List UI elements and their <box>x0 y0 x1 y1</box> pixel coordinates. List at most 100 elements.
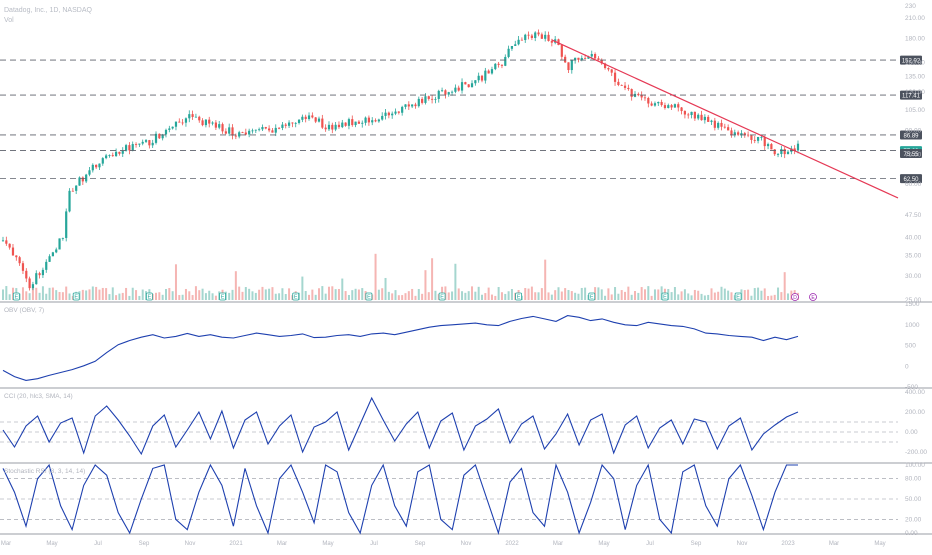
volume-bar <box>384 277 387 300</box>
volume-bar <box>577 293 580 300</box>
candle-body <box>796 143 800 151</box>
volume-bar <box>141 289 144 300</box>
earnings-marker-label: E <box>221 295 225 301</box>
candle-body <box>321 118 324 128</box>
candle-body <box>274 127 277 133</box>
volume-bar <box>614 287 617 300</box>
candle-body <box>750 135 753 140</box>
candle-body <box>597 58 600 61</box>
candle-body <box>524 34 527 41</box>
candle-body <box>211 122 214 124</box>
volume-bar <box>85 290 88 300</box>
volume-bar <box>697 290 700 300</box>
volume-bar <box>184 288 187 300</box>
volume-bar <box>414 295 417 300</box>
volume-bar <box>600 289 603 300</box>
candle-body <box>407 104 410 107</box>
volume-bar <box>361 288 364 300</box>
candle-body <box>607 68 610 70</box>
level-price-label: 117.41 <box>902 93 921 99</box>
volume-bar <box>783 272 786 300</box>
obv-axis-tick: 0 <box>905 363 909 370</box>
candle-body <box>75 185 78 191</box>
volume-bar <box>101 287 104 300</box>
candle-body <box>231 127 234 136</box>
volume-bar <box>304 291 307 300</box>
volume-bar <box>567 289 570 300</box>
candle-body <box>693 111 696 119</box>
volume-bar <box>45 293 48 300</box>
stoch-rsi-title: Stochastic RSI (3, 3, 14, 14) <box>4 468 85 475</box>
time-axis-tick: Nov <box>461 541 472 547</box>
candle-body <box>384 112 387 116</box>
candle-body <box>38 273 41 276</box>
candle-body <box>444 90 447 95</box>
volume-bar <box>51 287 54 300</box>
candle-body <box>258 129 261 131</box>
volume-bar <box>191 295 194 300</box>
candle-body <box>517 39 520 45</box>
candle-body <box>527 34 530 36</box>
candle-body <box>680 107 683 112</box>
candle-body <box>271 130 274 133</box>
volume-bar <box>424 270 427 300</box>
candle-body <box>188 114 191 119</box>
candle-body <box>667 105 670 109</box>
candle-body <box>191 114 194 117</box>
candle-body <box>95 164 98 168</box>
time-axis-tick: Sep <box>691 541 702 547</box>
level-price-badge: 117.41 <box>900 90 922 100</box>
candle-body <box>118 151 121 154</box>
price-axis-tick: 120.00 <box>905 89 925 96</box>
stoch-rsi-axis-tick: 20.00 <box>905 516 922 523</box>
volume-bar <box>683 289 686 300</box>
candle-body <box>417 98 420 107</box>
volume-bar <box>21 287 24 300</box>
volume-bar <box>251 291 254 300</box>
candle-body <box>138 143 141 145</box>
candle-body <box>18 257 21 264</box>
candle-body <box>470 83 474 88</box>
volume-bar <box>234 271 237 300</box>
candle-body <box>264 127 267 129</box>
volume-bar <box>534 292 537 300</box>
volume-bar <box>324 293 327 300</box>
stoch-rsi-axis-tick: 0.00 <box>905 530 918 537</box>
candle-body <box>557 39 560 46</box>
level-price-badge: 86.89 <box>900 130 922 140</box>
volume-bar <box>5 286 8 300</box>
candle-body <box>504 56 507 66</box>
candle-body <box>347 119 351 126</box>
obv-axis-tick: -500 <box>905 384 918 391</box>
time-axis-tick: Jul <box>646 541 654 547</box>
volume-bar <box>347 294 350 300</box>
price-axis-tick: 150.00 <box>905 60 925 67</box>
candle-body <box>224 131 227 134</box>
volume-bar <box>135 290 138 300</box>
volume-bar <box>570 291 573 300</box>
earnings-marker: E <box>515 292 522 301</box>
candle-body <box>421 98 424 103</box>
candle-body <box>424 96 427 103</box>
level-price-label: 152.92 <box>902 58 921 64</box>
volume-bar <box>693 289 696 300</box>
candle-body <box>364 117 367 123</box>
candle-body <box>134 144 138 145</box>
candle-body <box>331 124 334 130</box>
price-axis-tick: 230 <box>905 3 916 10</box>
corporate-event-marker: D <box>791 293 799 301</box>
time-axis-tick: May <box>874 541 885 547</box>
candle-body <box>647 98 650 104</box>
candle-body <box>357 121 361 124</box>
earnings-marker-label: E <box>517 295 521 301</box>
price-axis-tick: 135.00 <box>905 74 925 81</box>
candle-body <box>567 62 570 71</box>
volume-bar <box>630 294 633 300</box>
volume-bar <box>647 286 650 300</box>
candle-body <box>277 127 281 129</box>
volume-bar <box>61 292 64 300</box>
cci-line <box>2 396 799 456</box>
descending-trendline <box>551 39 899 199</box>
candle-body <box>15 255 18 258</box>
